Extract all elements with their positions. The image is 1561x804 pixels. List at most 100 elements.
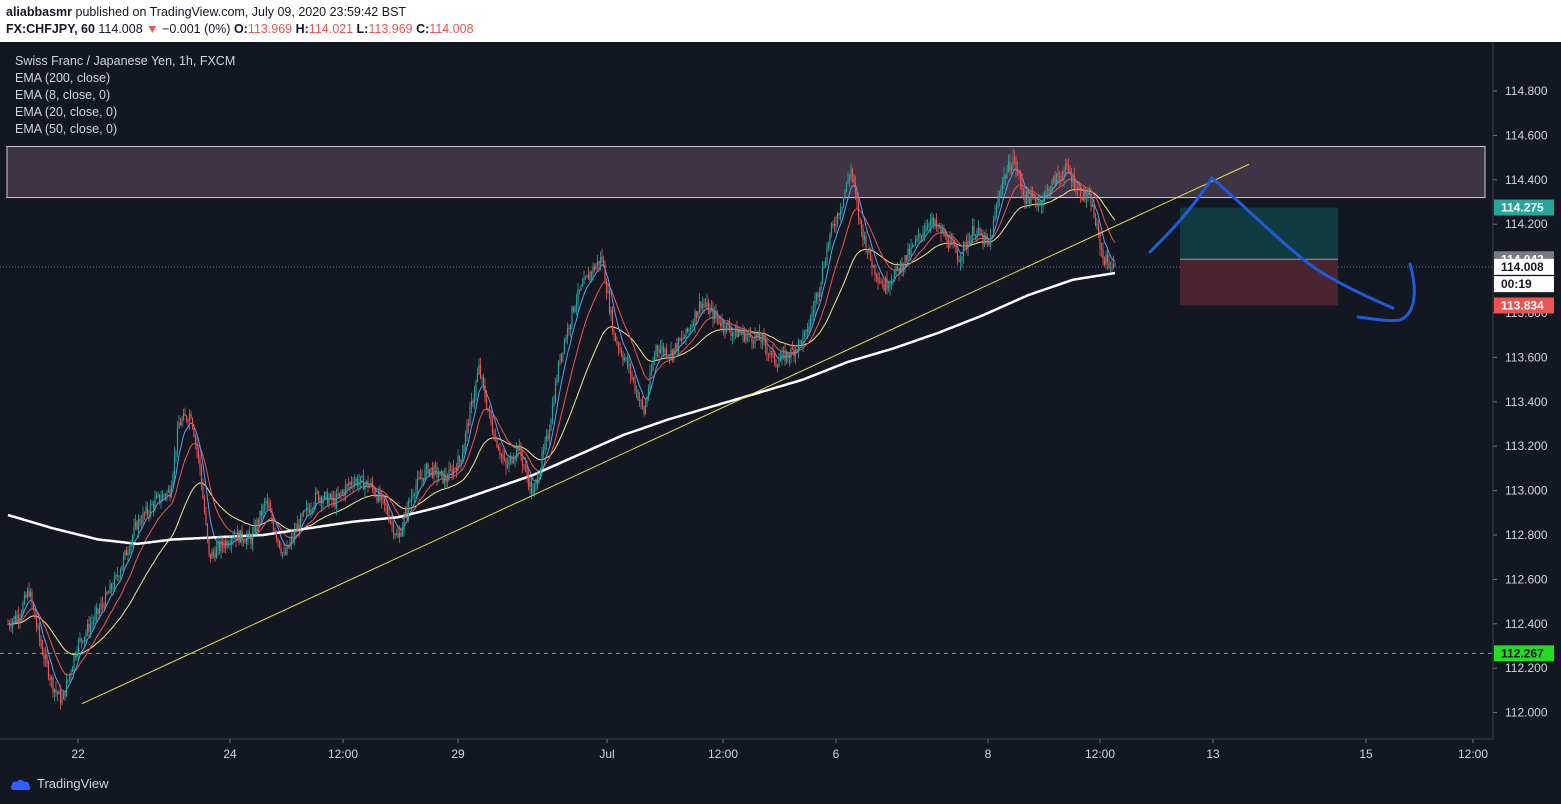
price-label[interactable]: 00:19	[1494, 276, 1554, 293]
publisher-name[interactable]: aliabbasmr	[6, 5, 73, 19]
candle	[1069, 165, 1071, 175]
candle	[875, 272, 878, 283]
candle	[911, 243, 914, 249]
candle	[944, 228, 947, 240]
legend-ema-20[interactable]: EMA (20, close, 0)	[15, 105, 117, 119]
candle	[746, 331, 749, 343]
candle	[635, 385, 638, 399]
position-target-zone[interactable]	[1180, 207, 1338, 260]
candle	[463, 443, 465, 454]
price-label[interactable]: 114.008	[1494, 258, 1554, 275]
candle	[632, 376, 635, 384]
candle	[62, 690, 65, 700]
candle	[554, 377, 557, 404]
candle	[1031, 186, 1034, 200]
candle	[908, 244, 911, 259]
candle	[305, 500, 308, 518]
candle	[523, 464, 525, 471]
candle	[661, 339, 663, 357]
candle	[241, 525, 243, 547]
candle	[928, 222, 930, 233]
tradingview-brand: TradingView	[37, 776, 109, 791]
candle	[25, 592, 27, 599]
candle	[64, 691, 66, 701]
candle	[692, 318, 695, 328]
price-chart[interactable]: 114.800114.600114.400114.200113.800113.6…	[0, 42, 1561, 768]
candle	[1000, 184, 1002, 197]
price-label[interactable]: 112.267	[1494, 645, 1554, 662]
candle	[385, 497, 387, 515]
candle	[223, 538, 225, 553]
candle	[347, 477, 350, 489]
candle	[13, 615, 15, 626]
candle	[779, 350, 782, 362]
candle	[551, 396, 554, 425]
legend-ema-50[interactable]: EMA (50, close, 0)	[15, 122, 117, 136]
price-change: −0.001 (0%)	[162, 22, 231, 36]
candle	[179, 417, 182, 426]
candle	[83, 636, 86, 648]
candle	[761, 333, 764, 350]
ema-200-line[interactable]	[7, 271, 1116, 546]
candle	[163, 493, 165, 500]
candle	[797, 338, 800, 359]
candle	[136, 520, 138, 531]
candle	[818, 287, 821, 302]
close-value: 114.008	[429, 22, 474, 36]
resistance-zone[interactable]	[6, 146, 1486, 199]
tradingview-logo[interactable]: TradingView	[10, 776, 109, 791]
price-label[interactable]: 113.834	[1494, 297, 1554, 314]
forecast-drawing[interactable]	[1148, 175, 1395, 310]
candle	[557, 359, 560, 383]
candle	[49, 673, 51, 686]
candle	[1067, 157, 1070, 175]
candle	[478, 357, 480, 375]
low-label: L:	[356, 22, 369, 36]
candle	[470, 392, 473, 414]
candle	[272, 517, 275, 532]
candle	[973, 219, 975, 237]
candle	[464, 430, 467, 453]
legend-ema-8[interactable]: EMA (8, close, 0)	[15, 88, 110, 102]
candle	[86, 619, 89, 637]
candle	[121, 565, 123, 572]
candle	[865, 231, 867, 254]
candle	[37, 623, 39, 631]
candle	[610, 306, 612, 321]
ema-50-line[interactable]	[7, 188, 1116, 655]
candle	[826, 242, 828, 266]
candle	[733, 331, 735, 342]
candle	[496, 435, 498, 449]
candle	[1066, 159, 1068, 170]
candle	[133, 518, 135, 540]
candle	[76, 645, 78, 661]
candle	[845, 181, 848, 192]
candle	[142, 506, 144, 526]
candle	[212, 547, 215, 558]
candle	[1070, 167, 1073, 191]
candle	[100, 596, 102, 614]
forecast-hook-drawing[interactable]	[1356, 262, 1416, 323]
candle	[686, 327, 689, 334]
candle	[341, 488, 344, 495]
candle	[527, 468, 530, 491]
candle	[547, 429, 549, 442]
candle	[671, 348, 674, 363]
candle	[931, 211, 933, 228]
candle	[907, 242, 909, 267]
candle	[763, 328, 765, 346]
ema-20-line[interactable]	[7, 178, 1116, 676]
candle	[446, 473, 449, 489]
time-tick-label: 24	[223, 747, 237, 761]
chart-area[interactable]: 114.800114.600114.400114.200113.800113.6…	[0, 42, 1561, 768]
candle	[206, 522, 209, 544]
price-label[interactable]: 114.275	[1494, 199, 1554, 216]
candle	[751, 336, 753, 350]
trendline[interactable]	[81, 163, 1250, 705]
candle	[260, 503, 263, 525]
legend-ema-200[interactable]: EMA (200, close)	[15, 71, 110, 85]
candle	[970, 234, 972, 244]
candle	[127, 546, 129, 563]
candle	[409, 498, 411, 503]
candle	[824, 257, 827, 269]
